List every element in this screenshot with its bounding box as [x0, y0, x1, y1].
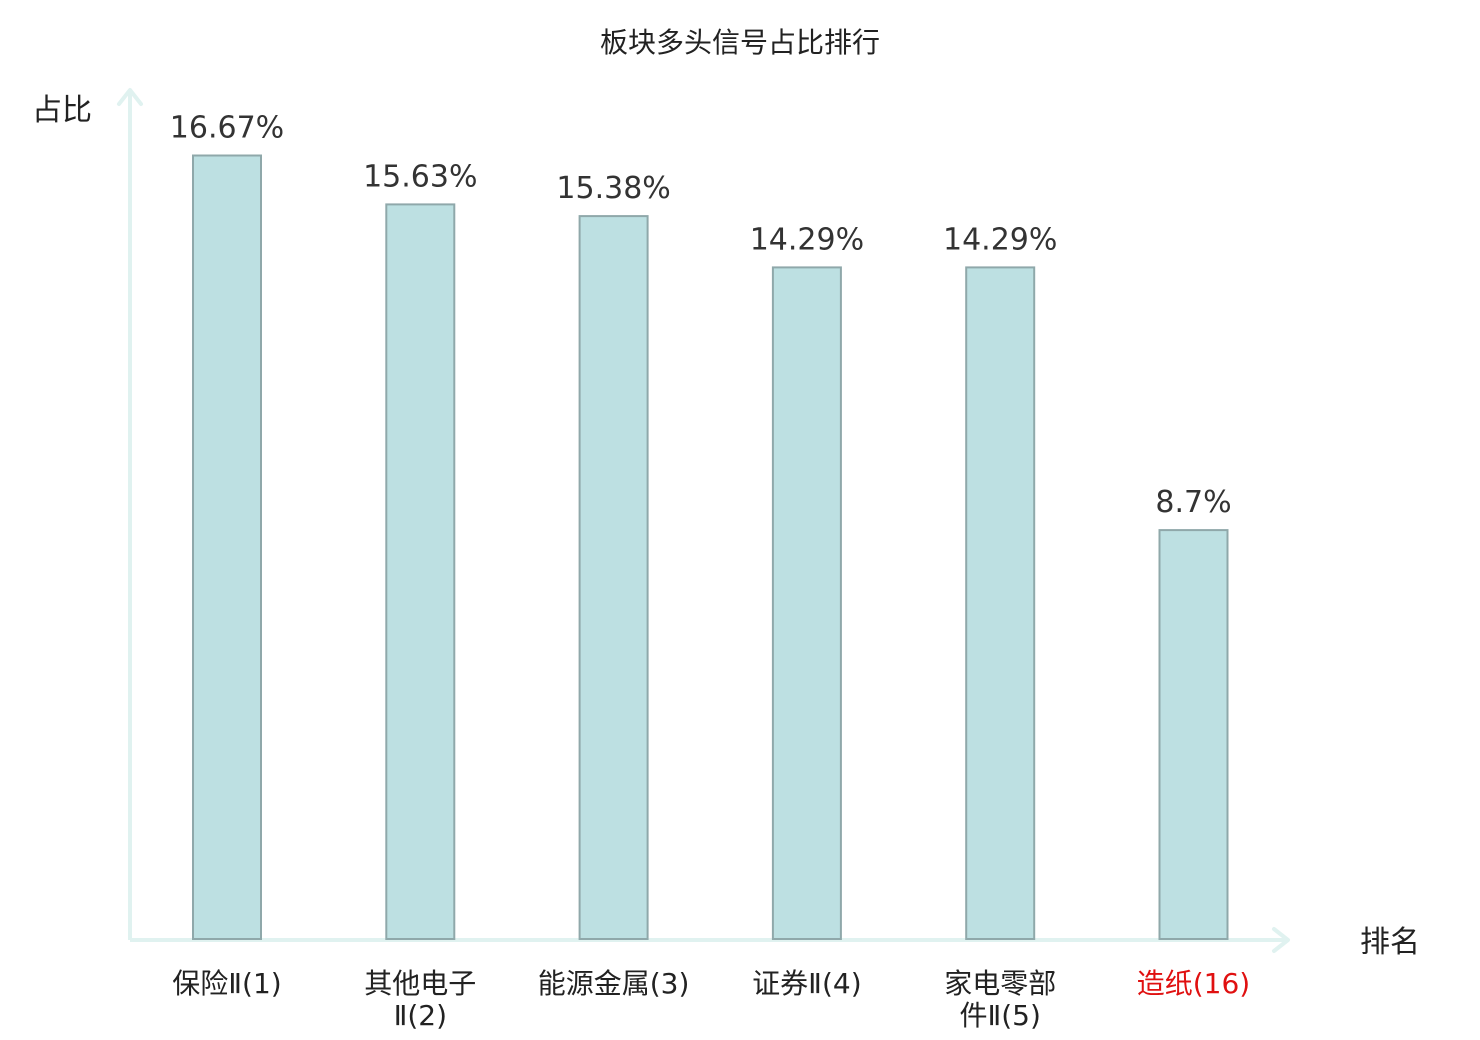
x-axis-arrow [1272, 927, 1290, 953]
bar-1 [192, 154, 262, 940]
y-axis-label: 占比 [32, 93, 92, 128]
category-label-line: Ⅱ(2) [394, 999, 447, 1032]
value-label-2: 15.63% [363, 159, 477, 194]
category-labels-group: 保险Ⅱ(1) 其他电子 Ⅱ(2) 能源金属(3) 证券Ⅱ(4) 家电零部件Ⅱ(5) 造纸(1… [172, 967, 1250, 1032]
y-axis-arrow [117, 88, 143, 106]
value-label-6: 8.7% [1155, 485, 1231, 520]
category-label-line: 家电零部 [944, 967, 1056, 1000]
axes [117, 88, 1290, 953]
x-axis-label: 排名 [1360, 925, 1420, 960]
bar-5 [965, 266, 1036, 940]
value-label-4: 14.29% [750, 222, 864, 257]
bar-2 [385, 203, 456, 940]
category-label-3: 能源金属(3) [538, 967, 690, 1000]
bars-group [192, 154, 1229, 941]
category-label-line: 保险Ⅱ(1) [172, 967, 281, 1000]
value-label-3: 15.38% [556, 171, 670, 206]
category-label-2: 其他电子 Ⅱ(2) [364, 967, 476, 1032]
category-label-1: 保险Ⅱ(1) [172, 967, 281, 1000]
category-label-line: 其他电子 [364, 967, 476, 1000]
bar-6 [1158, 529, 1229, 940]
bar-4 [771, 266, 842, 940]
category-label-6: 造纸(16) [1137, 967, 1250, 1000]
category-label-5: 家电零部件Ⅱ(5) [944, 967, 1056, 1032]
category-label-line: 造纸(16) [1137, 967, 1250, 1000]
category-label-line: 件Ⅱ(5) [959, 999, 1040, 1032]
value-label-1: 16.67% [170, 111, 284, 146]
value-labels-group: 16.67% 15.63% 15.38% 14.29% 14.29% 8.7% [170, 111, 1232, 521]
category-label-4: 证券Ⅱ(4) [752, 967, 861, 1000]
bar-3 [578, 215, 649, 941]
category-label-line: 证券Ⅱ(4) [752, 967, 861, 1000]
value-label-5: 14.29% [943, 222, 1057, 257]
chart-title: 板块多头信号占比排行 [600, 26, 880, 59]
category-label-line: 能源金属(3) [538, 967, 690, 1000]
